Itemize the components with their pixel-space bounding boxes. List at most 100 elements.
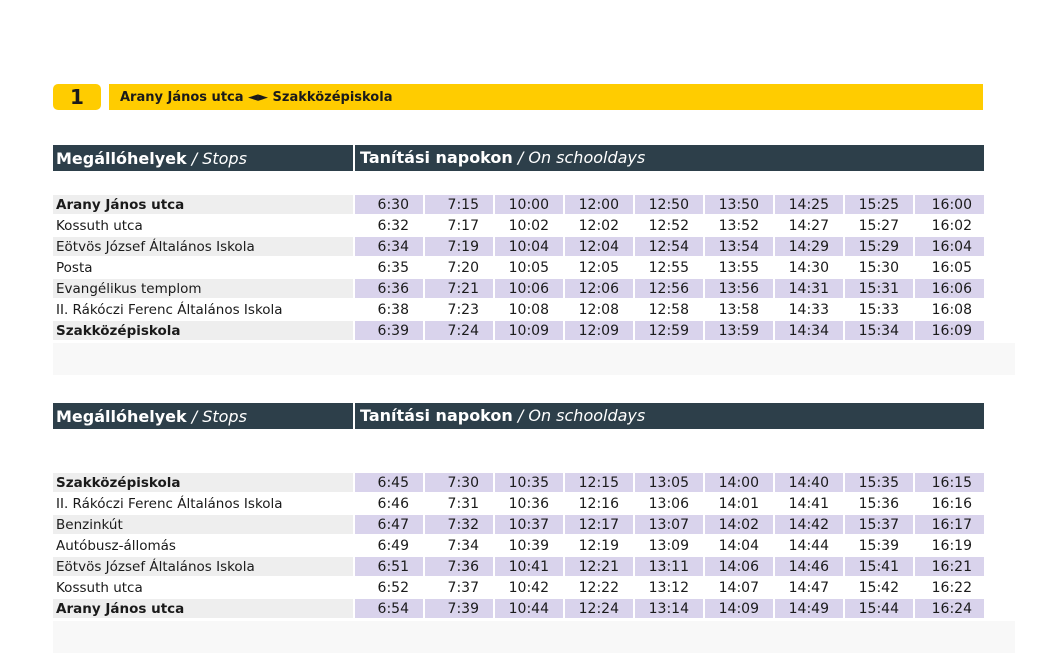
timetable-row: Benzinkút 6:47 7:32 10:37 12:17 13:07 14:02 14:… [53, 515, 984, 536]
departure-time: 13:50 [705, 195, 773, 214]
timetable-row: Eötvös József Általános Iskola 6:34 7:19 10… [53, 237, 984, 258]
days-header-label: Tanítási napokon [360, 406, 513, 425]
departure-times: 6:36 7:21 10:06 12:06 12:56 13:56 14:31 15:31 16… [355, 279, 984, 300]
departure-time: 16:22 [931, 580, 972, 596]
timetable-row: Evangélikus templom 6:36 7:21 10:06 12:06 12:… [53, 279, 984, 300]
departure-time: 14:49 [775, 599, 843, 618]
departure-time: 12:02 [578, 218, 619, 234]
departure-time: 13:05 [635, 473, 703, 492]
departure-time: 14:04 [718, 538, 759, 554]
days-column-header: Tanítási napokon / On schooldays [355, 145, 645, 171]
departure-time: 13:06 [648, 496, 689, 512]
departure-time: 14:33 [788, 302, 829, 318]
departure-time: 12:52 [648, 218, 689, 234]
departure-time: 6:52 [377, 580, 409, 596]
stop-name: Arany János utca [53, 599, 353, 618]
departure-time: 12:06 [565, 279, 633, 298]
section-spacer [53, 343, 1015, 375]
departure-time: 10:35 [495, 473, 563, 492]
departure-times: 6:32 7:17 10:02 12:02 12:52 13:52 14:27 15:27 16… [355, 216, 984, 237]
header-divider [353, 403, 355, 429]
timetable-row: Posta 6:35 7:20 10:05 12:05 12:55 13:55 14:30 15… [53, 258, 984, 279]
stop-name: Benzinkút [53, 515, 353, 534]
timetable-row: Szakközépiskola 6:39 7:24 10:09 12:09 12:59 13… [53, 321, 984, 342]
departure-time: 14:31 [775, 279, 843, 298]
departure-time: 16:17 [915, 515, 984, 534]
departure-time: 15:25 [845, 195, 913, 214]
departure-times: 6:51 7:36 10:41 12:21 13:11 14:06 14:46 15:41 16… [355, 557, 984, 578]
stops-header-translation: / Stops [186, 407, 247, 426]
departure-time: 16:08 [931, 302, 972, 318]
route-banner: 1 Arany János utca ◄► Szakközépiskola [53, 84, 983, 110]
departure-time: 12:04 [565, 237, 633, 256]
departure-time: 13:55 [718, 260, 759, 276]
departure-time: 15:39 [858, 538, 899, 554]
departure-time: 10:41 [495, 557, 563, 576]
departure-time: 12:19 [578, 538, 619, 554]
days-header-label: Tanítási napokon [360, 148, 513, 167]
timetable-row: Kossuth utca 6:52 7:37 10:42 12:22 13:12 14:07… [53, 578, 984, 599]
departure-time: 16:06 [915, 279, 984, 298]
departure-time: 16:09 [915, 321, 984, 340]
departure-time: 12:05 [578, 260, 619, 276]
departure-times: 6:38 7:23 10:08 12:08 12:58 13:58 14:33 15:33 16… [355, 300, 984, 321]
departure-time: 14:00 [705, 473, 773, 492]
departure-time: 16:02 [931, 218, 972, 234]
departure-time: 7:36 [425, 557, 493, 576]
departure-time: 14:44 [788, 538, 829, 554]
departure-time: 12:17 [565, 515, 633, 534]
departure-time: 13:14 [635, 599, 703, 618]
departure-time: 12:00 [565, 195, 633, 214]
departure-time: 14:02 [705, 515, 773, 534]
departure-time: 6:32 [377, 218, 409, 234]
departure-time: 12:54 [635, 237, 703, 256]
stop-name: Posta [56, 260, 93, 276]
departure-time: 14:42 [775, 515, 843, 534]
departure-time: 7:19 [425, 237, 493, 256]
departure-time: 15:44 [845, 599, 913, 618]
departure-time: 10:04 [495, 237, 563, 256]
departure-time: 7:37 [447, 580, 479, 596]
departure-time: 16:16 [931, 496, 972, 512]
timetable-header: Megállóhelyek / Stops Tanítási napokon /… [53, 403, 984, 429]
departure-times: 6:34 7:19 10:04 12:04 12:54 13:54 14:29 15:29 16… [355, 237, 984, 258]
route-title: Arany János utca ◄► Szakközépiskola [109, 84, 983, 110]
timetable-row: II. Rákóczi Ferenc Általános Iskola 6:38 7… [53, 300, 984, 321]
stop-name: Kossuth utca [56, 218, 143, 234]
stop-name: Eötvös József Általános Iskola [53, 557, 353, 576]
departure-time: 13:52 [718, 218, 759, 234]
departure-time: 6:47 [355, 515, 423, 534]
departure-time: 13:56 [705, 279, 773, 298]
stops-header-translation: / Stops [186, 149, 247, 168]
departure-time: 15:29 [845, 237, 913, 256]
departure-times: 6:30 7:15 10:00 12:00 12:50 13:50 14:25 15:25 16… [355, 195, 984, 216]
departure-time: 14:46 [775, 557, 843, 576]
departure-time: 7:15 [425, 195, 493, 214]
departure-time: 10:09 [495, 321, 563, 340]
departure-time: 16:00 [915, 195, 984, 214]
departure-time: 7:31 [447, 496, 479, 512]
departure-time: 7:30 [425, 473, 493, 492]
departure-time: 7:32 [425, 515, 493, 534]
departure-times: 6:39 7:24 10:09 12:09 12:59 13:59 14:34 15:34 16… [355, 321, 984, 342]
departure-time: 13:54 [705, 237, 773, 256]
departure-time: 16:15 [915, 473, 984, 492]
stop-name: Eötvös József Általános Iskola [53, 237, 353, 256]
timetable-row: Autóbusz-állomás 6:49 7:34 10:39 12:19 13:09 1… [53, 536, 984, 557]
departure-time: 10:08 [508, 302, 549, 318]
departure-time: 10:39 [508, 538, 549, 554]
timetable-row: Arany János utca 6:30 7:15 10:00 12:00 12:50 1… [53, 195, 984, 216]
stop-name: Autóbusz-állomás [56, 538, 176, 554]
departure-time: 15:37 [845, 515, 913, 534]
stop-rows: Szakközépiskola 6:45 7:30 10:35 12:15 13:05 14… [53, 473, 984, 620]
departure-time: 7:21 [425, 279, 493, 298]
departure-time: 15:27 [858, 218, 899, 234]
departure-time: 15:34 [845, 321, 913, 340]
departure-time: 12:59 [635, 321, 703, 340]
departure-time: 14:09 [705, 599, 773, 618]
departure-time: 10:42 [508, 580, 549, 596]
days-header-translation: / On schooldays [512, 148, 646, 167]
departure-time: 12:56 [635, 279, 703, 298]
departure-time: 15:31 [845, 279, 913, 298]
departure-time: 14:40 [775, 473, 843, 492]
